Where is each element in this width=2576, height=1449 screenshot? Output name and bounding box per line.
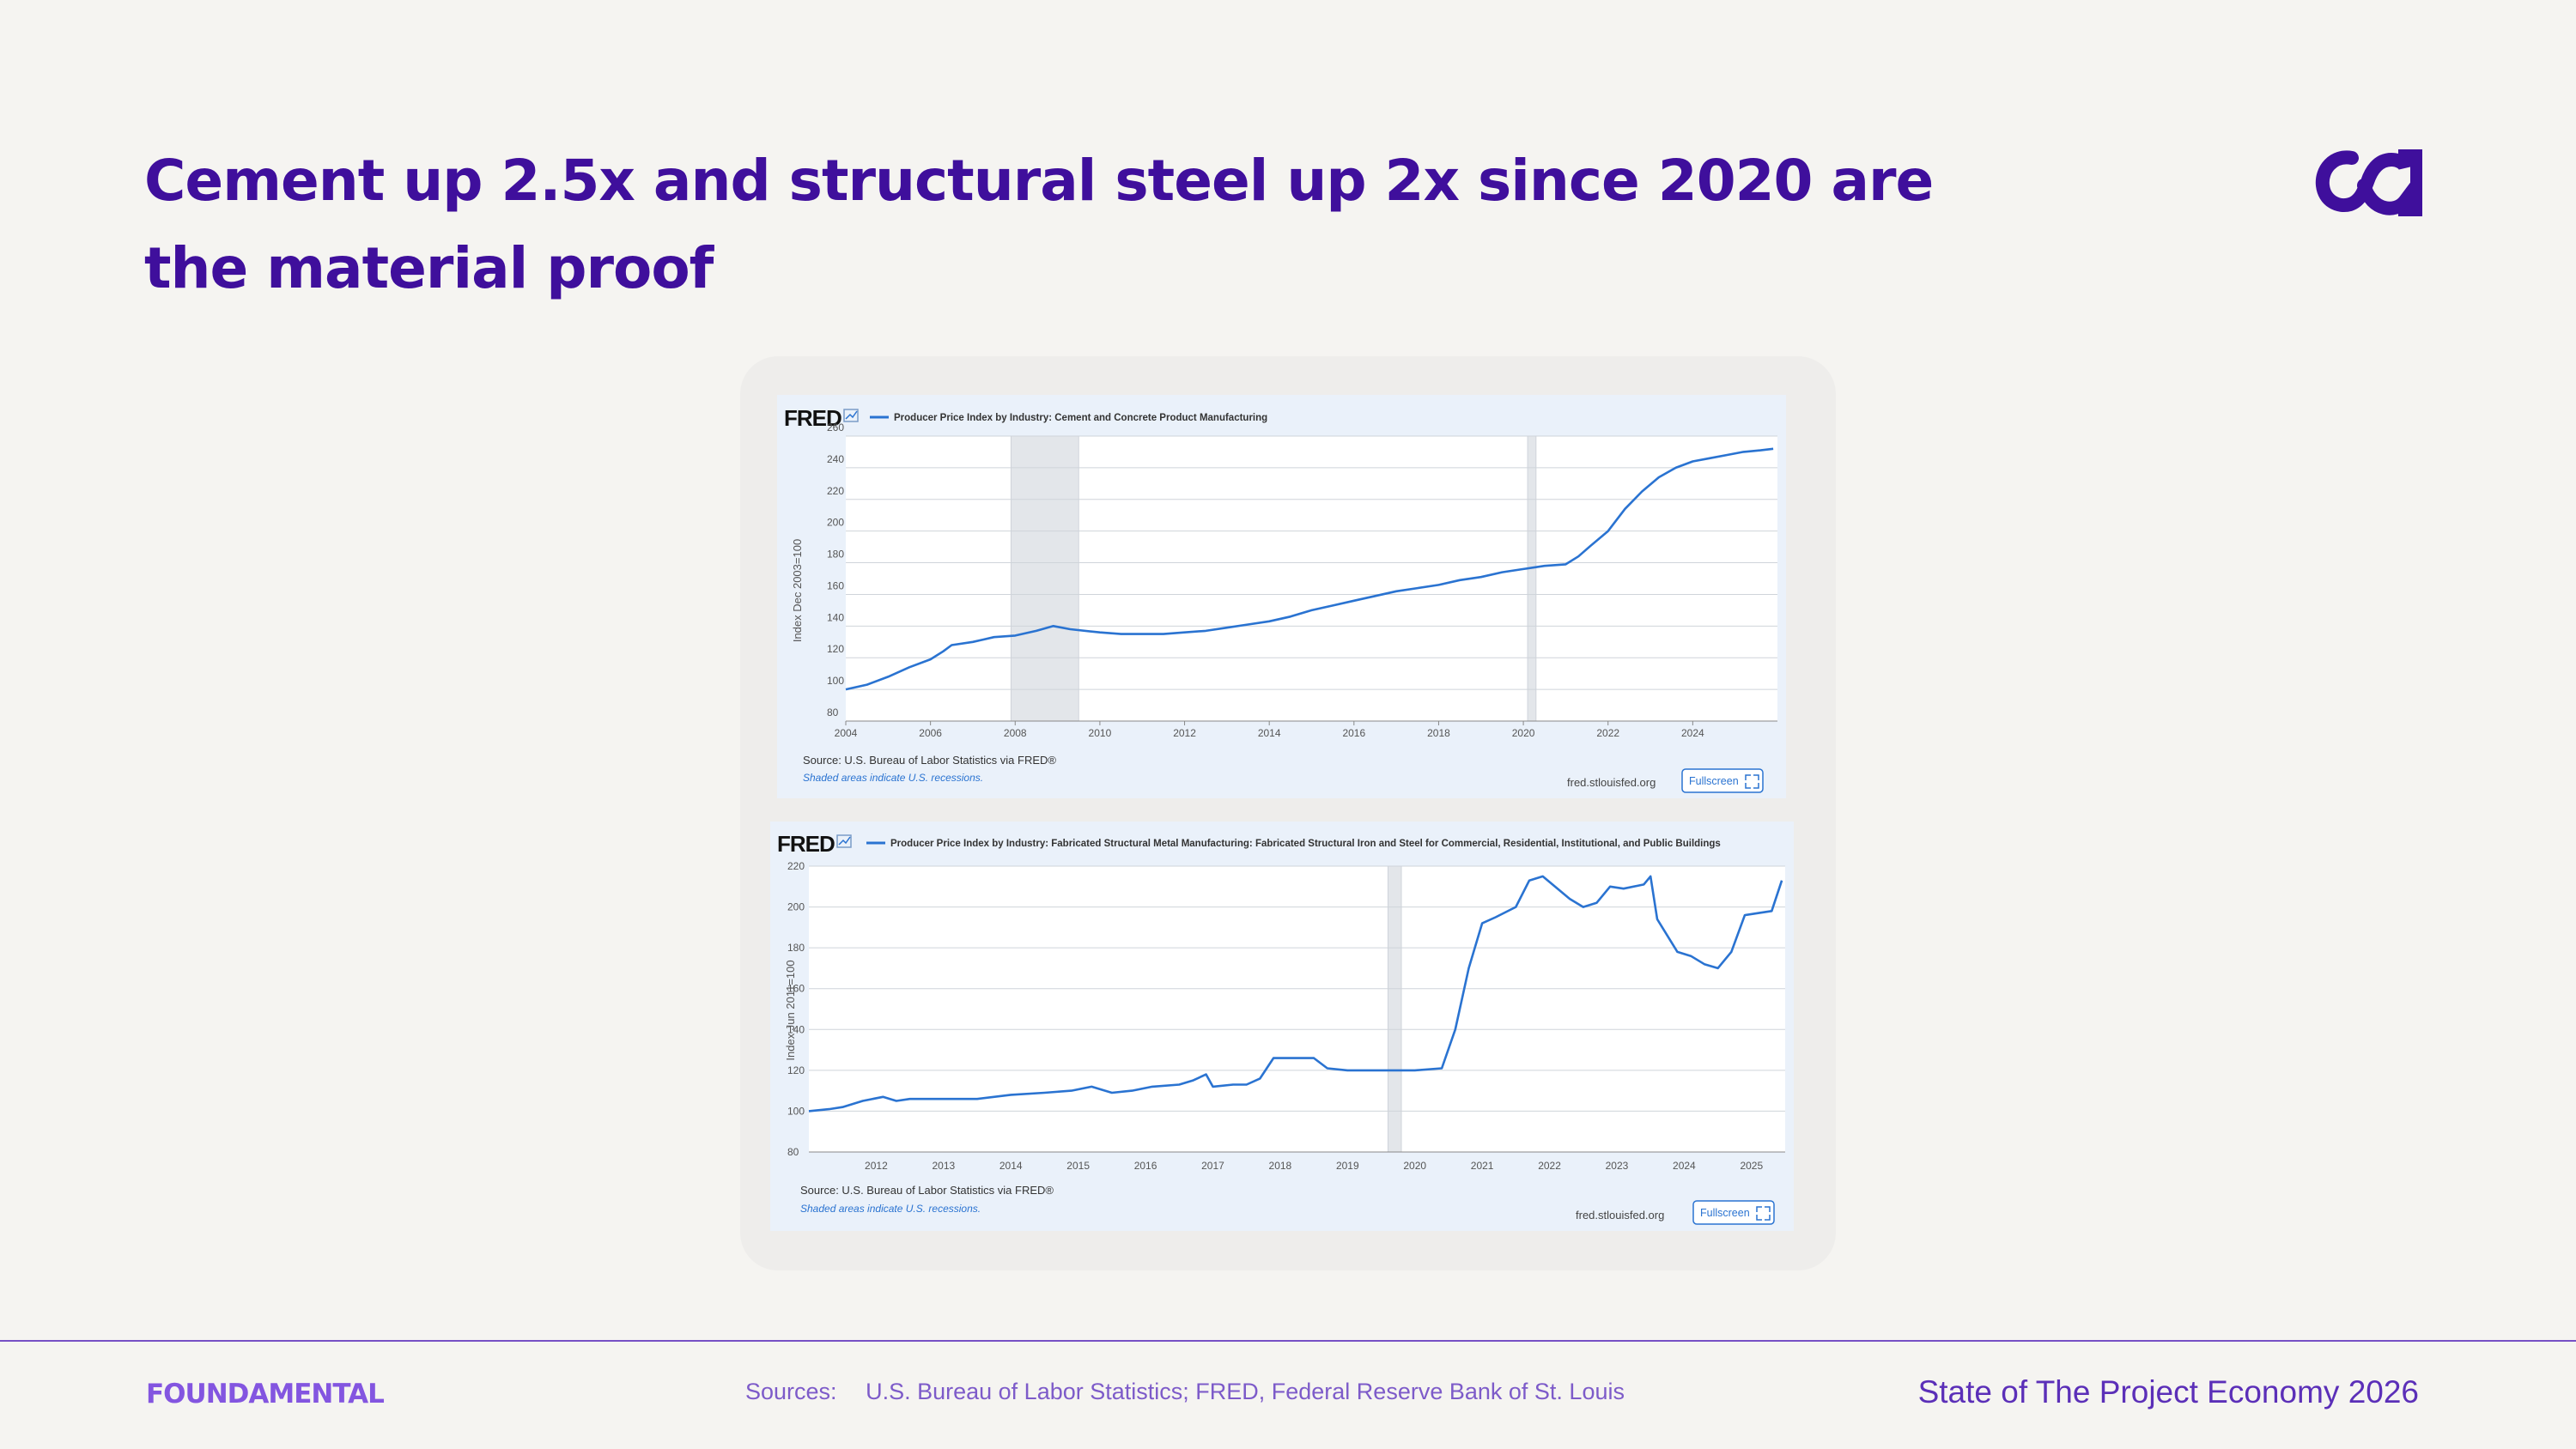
expand-icon — [1745, 774, 1759, 789]
recession-note: Shaded areas indicate U.S. recessions. — [803, 772, 983, 784]
source-text: Source: U.S. Bureau of Labor Statistics … — [800, 1184, 1054, 1197]
x-tick-label: 2013 — [932, 1160, 955, 1172]
y-tick-label: 200 — [787, 901, 805, 913]
y-tick-label: 180 — [787, 942, 805, 954]
y-tick-label: 240 — [827, 453, 844, 465]
y-tick-label: 160 — [787, 983, 805, 995]
legend-label: Producer Price Index by Industry: Cement… — [894, 413, 1267, 423]
fullscreen-button[interactable]: Fullscreen — [1692, 1200, 1775, 1225]
x-tick-label: 2016 — [1342, 727, 1365, 739]
y-tick-label: 80 — [787, 1146, 799, 1158]
y-tick-label: 120 — [827, 643, 844, 655]
y-axis-label: Index Dec 2003=100 — [791, 539, 804, 642]
footer-sources: Sources: U.S. Bureau of Labor Statistics… — [745, 1379, 1625, 1405]
series-line — [845, 447, 1774, 691]
x-tick-label: 2021 — [1471, 1160, 1494, 1172]
plot-area-cement: 80 100 120 140 160 180 200 220 240 260 2004 2006 200… — [827, 421, 1777, 739]
x-tick-label: 2014 — [1258, 727, 1281, 739]
site-link[interactable]: fred.stlouisfed.org — [1567, 776, 1656, 789]
x-tick-label: 2015 — [1066, 1160, 1090, 1172]
x-tick-label: 2022 — [1596, 727, 1619, 739]
x-tick-label: 2012 — [865, 1160, 888, 1172]
fred-logo-icon — [836, 834, 852, 848]
x-tick-label: 2004 — [835, 727, 858, 739]
y-tick-label: 260 — [827, 421, 844, 433]
y-axis-label: Index Jun 2011=100 — [784, 960, 797, 1060]
x-tick-label: 2019 — [1336, 1160, 1359, 1172]
x-tick-label: 2020 — [1403, 1160, 1426, 1172]
x-tick-label: 2008 — [1004, 727, 1027, 739]
recession-shade — [1387, 865, 1402, 1153]
sources-text: U.S. Bureau of Labor Statistics; FRED, F… — [866, 1379, 1625, 1404]
y-tick-label: 100 — [827, 675, 844, 687]
recession-shade — [1527, 435, 1537, 722]
footer-divider — [0, 1340, 2576, 1342]
footer-logo: FOUNDAMENTAL — [146, 1379, 385, 1410]
recession-shade — [1010, 435, 1079, 722]
x-tick-label: 2006 — [919, 727, 942, 739]
x-tick-label: 2017 — [1201, 1160, 1224, 1172]
fred-logo: FRED — [784, 405, 841, 431]
report-title: State of The Project Economy 2026 — [1917, 1374, 2419, 1410]
y-tick-label: 140 — [827, 611, 844, 623]
slide-title: Cement up 2.5x and structural steel up 2… — [144, 148, 1934, 301]
fullscreen-button[interactable]: Fullscreen — [1681, 768, 1764, 793]
y-tick-label: 160 — [827, 579, 844, 591]
x-tick-label: 2025 — [1740, 1160, 1763, 1172]
plot-area-steel: 80 100 120 140 160 180 200 220 2012 2013 2014 2015 2… — [787, 860, 1785, 1172]
source-text: Source: U.S. Bureau of Labor Statistics … — [803, 754, 1056, 767]
chart-svg-cement: FRED Producer Price Index by Industry: C… — [784, 405, 1777, 793]
fred-logo: FRED — [777, 831, 835, 857]
series-line — [808, 875, 1783, 1113]
y-tick-label: 220 — [787, 860, 805, 872]
y-tick-label: 100 — [787, 1105, 805, 1117]
recession-note: Shaded areas indicate U.S. recessions. — [800, 1203, 981, 1215]
y-tick-label: 80 — [827, 706, 839, 718]
brand-logo-icon — [2315, 149, 2422, 216]
y-tick-label: 220 — [827, 485, 844, 497]
x-tick-label: 2018 — [1427, 727, 1450, 739]
fullscreen-label: Fullscreen — [1700, 1207, 1750, 1219]
x-tick-label: 2018 — [1269, 1160, 1292, 1172]
plot-background — [846, 436, 1777, 721]
x-tick-label: 2020 — [1512, 727, 1535, 739]
sources-label: Sources: — [745, 1379, 837, 1404]
x-tick-label: 2012 — [1173, 727, 1196, 739]
y-tick-label: 140 — [787, 1023, 805, 1035]
x-tick-label: 2014 — [999, 1160, 1023, 1172]
plot-background — [809, 866, 1785, 1152]
x-tick-label: 2023 — [1606, 1160, 1629, 1172]
x-tick-label: 2016 — [1134, 1160, 1157, 1172]
x-tick-label: 2022 — [1538, 1160, 1561, 1172]
fred-chart-structural-steel: FRED Producer Price Index by Industry: F… — [770, 822, 1794, 1231]
fred-logo-icon — [843, 409, 859, 422]
y-tick-label: 180 — [827, 549, 844, 561]
y-tick-label: 120 — [787, 1064, 805, 1076]
y-tick-label: 200 — [827, 517, 844, 529]
x-tick-label: 2010 — [1089, 727, 1112, 739]
x-tick-label: 2024 — [1681, 727, 1704, 739]
x-tick-label: 2024 — [1673, 1160, 1696, 1172]
chart-svg-steel: FRED Producer Price Index by Industry: F… — [777, 831, 1785, 1225]
expand-icon — [1756, 1206, 1771, 1221]
fullscreen-label: Fullscreen — [1689, 775, 1739, 787]
legend-label: Producer Price Index by Industry: Fabric… — [890, 839, 1721, 849]
site-link[interactable]: fred.stlouisfed.org — [1576, 1209, 1664, 1222]
fred-chart-cement: FRED Producer Price Index by Industry: C… — [777, 395, 1786, 798]
